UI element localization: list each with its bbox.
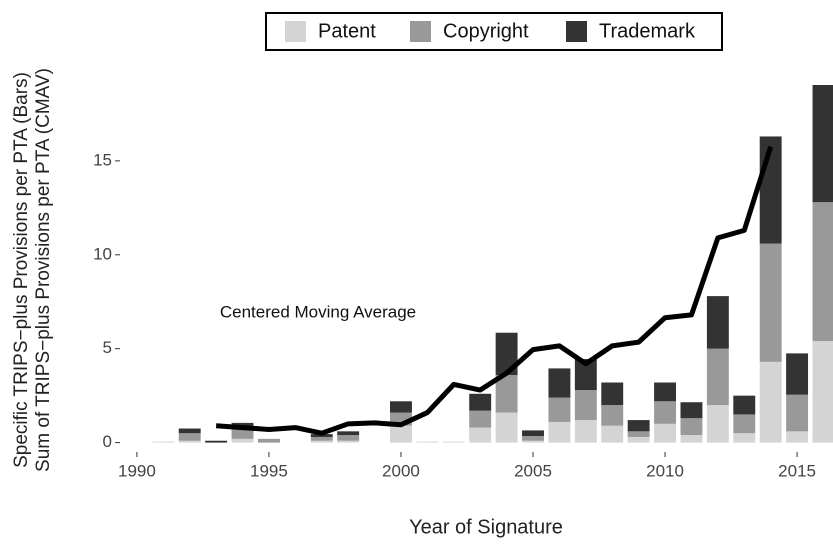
bar-segment: [548, 397, 571, 422]
bar-segment: [733, 395, 756, 415]
bar-segment: [390, 401, 412, 413]
legend-swatch: [285, 21, 306, 42]
bar-segment: [812, 85, 833, 203]
bar-segment: [680, 418, 703, 436]
bar-segment: [257, 438, 280, 443]
y-tick-label: 5: [103, 338, 112, 357]
bar-segment: [522, 440, 544, 443]
bar-segment: [733, 433, 756, 443]
bar-segment: [574, 359, 597, 391]
bar-segment: [337, 431, 360, 436]
y-axis-label: Specific TRIPS−plus Provisions per PTA (…: [11, 72, 32, 468]
x-tick-label: 2015: [778, 461, 816, 480]
bar-segment: [469, 393, 492, 411]
bar-segment: [416, 441, 439, 443]
bar-segment: [337, 440, 360, 443]
bar-segment: [495, 332, 518, 375]
x-tick-label: 2000: [382, 461, 420, 480]
y-tick-label: 15: [93, 150, 112, 169]
bar-segment: [706, 348, 729, 406]
bar-segment: [337, 435, 360, 441]
plot-area: [152, 85, 833, 443]
bar-segment: [759, 243, 782, 362]
bar-segment: [786, 431, 809, 443]
bar-segment: [654, 382, 677, 402]
bar-segment: [231, 429, 254, 439]
y-tick-label: 10: [93, 244, 112, 263]
x-tick-label: 1995: [250, 461, 288, 480]
bar-segment: [733, 414, 756, 434]
bar-segment: [601, 405, 624, 426]
bar-segment: [680, 402, 703, 419]
bar-segment: [627, 431, 650, 437]
bar-segment: [759, 361, 782, 443]
legend-swatch: [410, 21, 431, 42]
bar-segment: [706, 296, 729, 349]
bar-segment: [178, 440, 201, 443]
legend-label: Copyright: [443, 20, 529, 42]
x-tick-label: 2010: [646, 461, 684, 480]
bar-segment: [812, 202, 833, 342]
bar-segment: [495, 412, 518, 443]
bar-segment: [812, 341, 833, 443]
bar-segment: [574, 390, 597, 421]
bar-segment: [574, 420, 597, 443]
bar-segment: [178, 428, 201, 434]
bar-segment: [390, 425, 412, 443]
legend-label: Patent: [318, 20, 376, 42]
bar-segment: [601, 382, 624, 406]
legend-box: [265, 12, 723, 51]
y-tick-label: 0: [103, 432, 112, 451]
bar-segment: [495, 374, 518, 413]
x-tick-label: 1990: [118, 461, 156, 480]
bar-segment: [178, 433, 201, 441]
bar-segment: [522, 436, 544, 441]
bar-segment: [442, 441, 465, 443]
bar-segment: [152, 441, 175, 443]
bar-segment: [680, 435, 703, 443]
bar-segment: [627, 436, 650, 443]
legend-swatch: [566, 21, 587, 42]
x-tick-label: 2005: [514, 461, 552, 480]
bar-segment: [310, 436, 333, 441]
bar-segment: [522, 430, 544, 437]
x-axis-label: Year of Signature: [409, 516, 563, 538]
bar-segment: [601, 425, 624, 443]
moving-average-line: [215, 146, 774, 436]
annotation: Centered Moving Average: [220, 302, 416, 321]
bar-segment: [627, 420, 650, 432]
bar-segment: [786, 353, 809, 395]
bar-segment: [548, 421, 571, 443]
bar-segment: [469, 427, 492, 443]
bar-segment: [231, 438, 254, 443]
bar-segment: [706, 405, 729, 443]
bar-segment: [548, 368, 571, 398]
y-axis-label: Sum of TRIPS−plus Provisions per PTA (CM…: [33, 68, 54, 472]
bar-segment: [654, 423, 677, 443]
bar-segment: [654, 401, 677, 424]
bar-segment: [469, 410, 492, 428]
bar-segment: [205, 440, 228, 443]
bar-segment: [310, 440, 333, 443]
legend-label: Trademark: [599, 20, 696, 42]
bar-segment: [786, 394, 809, 432]
